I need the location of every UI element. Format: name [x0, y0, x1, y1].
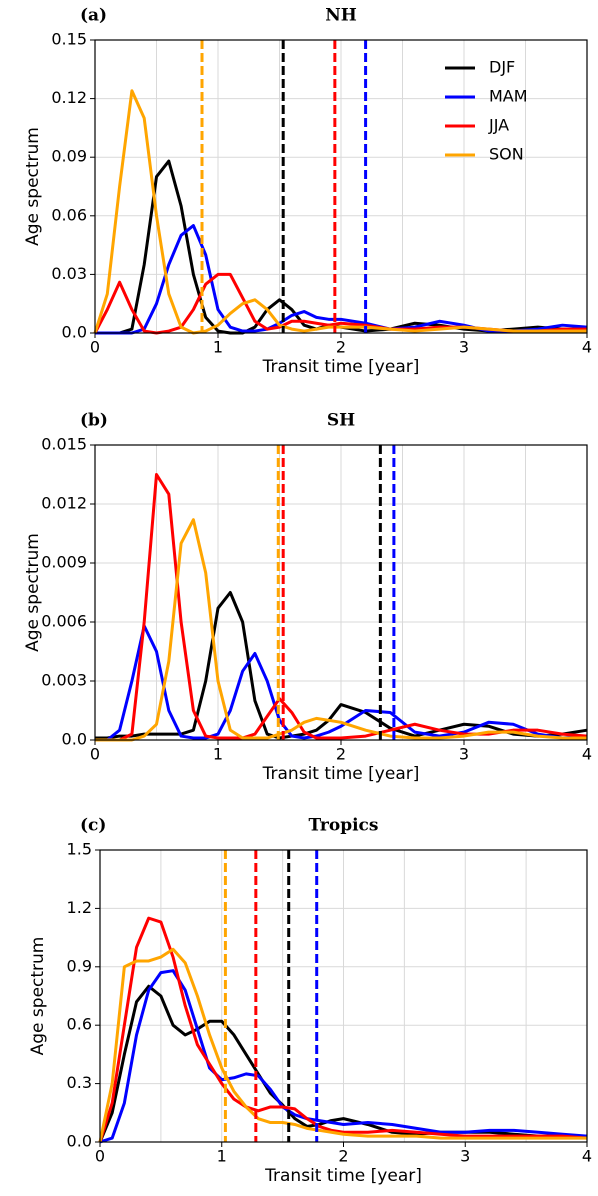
- x-tick-label: 0: [90, 338, 100, 357]
- y-tick-label: 0.0: [62, 323, 87, 342]
- x-tick-label: 1: [213, 745, 223, 764]
- y-tick-label: 1.2: [67, 898, 92, 917]
- y-tick-label: 0.15: [51, 30, 87, 49]
- y-tick-label: 0.0: [67, 1132, 92, 1151]
- y-tick-label: 0.015: [41, 435, 87, 454]
- y-axis-label: Age spectrum: [28, 937, 48, 1056]
- y-tick-label: 0.6: [67, 1015, 92, 1034]
- panel-label: (b): [80, 411, 108, 431]
- legend-label: SON: [489, 145, 524, 164]
- panel-title: NH: [325, 6, 357, 26]
- y-axis-label: Age spectrum: [23, 533, 43, 652]
- x-tick-label: 0: [95, 1147, 105, 1166]
- x-tick-label: 1: [213, 338, 223, 357]
- legend-label: MAM: [489, 87, 528, 106]
- x-tick-label: 2: [336, 338, 346, 357]
- x-tick-label: 4: [582, 1147, 592, 1166]
- series-line: [93, 89, 587, 335]
- x-tick-label: 3: [459, 745, 469, 764]
- y-tick-label: 0.12: [51, 88, 87, 107]
- x-tick-label: 3: [460, 1147, 470, 1166]
- y-tick-label: 1.5: [67, 840, 92, 859]
- x-tick-label: 2: [336, 745, 346, 764]
- x-tick-label: 1: [217, 1147, 227, 1166]
- y-tick-label: 0.012: [41, 494, 87, 513]
- y-tick-label: 0.06: [51, 205, 87, 224]
- y-tick-label: 0.006: [41, 612, 87, 631]
- y-tick-label: 0.003: [41, 671, 87, 690]
- panel-title: SH: [327, 411, 355, 431]
- y-tick-label: 0.9: [67, 956, 92, 975]
- y-tick-label: 0.3: [67, 1073, 92, 1092]
- series-line: [98, 947, 587, 1143]
- panel-title: Tropics: [309, 816, 379, 836]
- x-axis-label: Transit time [year]: [262, 764, 420, 784]
- y-tick-label: 0.09: [51, 147, 87, 166]
- panel-label: (a): [80, 6, 107, 26]
- x-axis-label: Transit time [year]: [262, 357, 420, 377]
- y-tick-label: 0.009: [41, 553, 87, 572]
- y-tick-label: 0.03: [51, 264, 87, 283]
- panel-label: (c): [80, 816, 106, 836]
- x-axis-label: Transit time [year]: [264, 1166, 422, 1186]
- legend-label: JJA: [488, 116, 509, 135]
- series-line: [98, 916, 588, 1143]
- legend-label: DJF: [489, 58, 515, 77]
- x-tick-label: 4: [582, 745, 592, 764]
- y-tick-label: 0.0: [62, 730, 87, 749]
- x-tick-label: 4: [582, 338, 592, 357]
- x-tick-label: 2: [338, 1147, 348, 1166]
- x-tick-label: 0: [90, 745, 100, 764]
- y-axis-label: Age spectrum: [23, 127, 43, 246]
- x-tick-label: 3: [459, 338, 469, 357]
- series-line: [95, 159, 587, 335]
